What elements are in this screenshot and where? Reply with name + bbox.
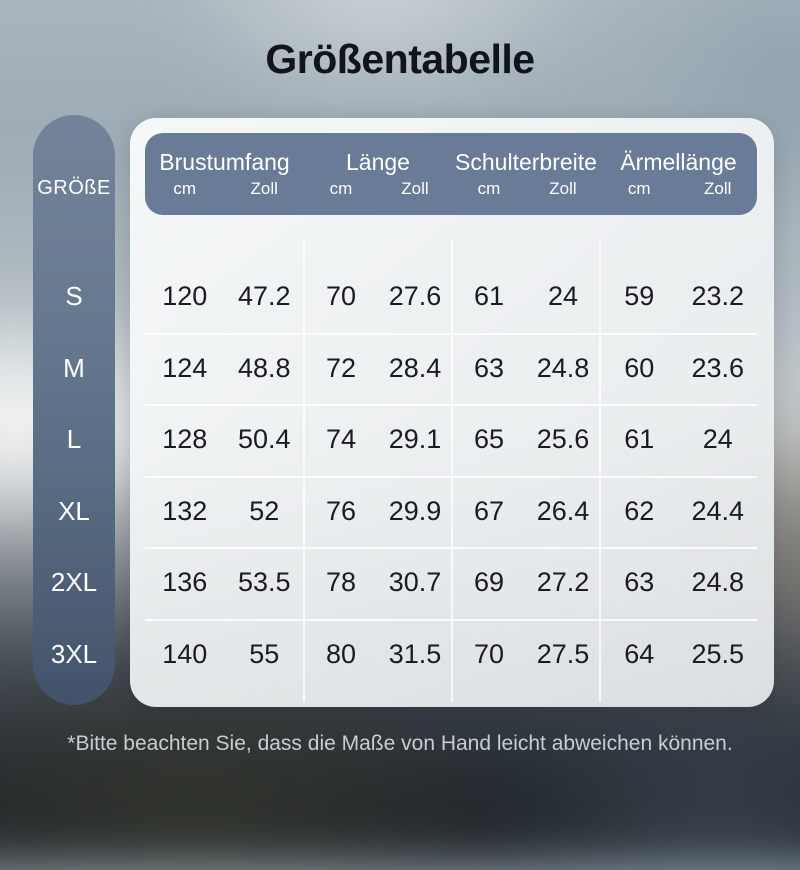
table-row-m: 124 48.8 72 28.4 63 24.8 60 23.6 [145,333,757,405]
unit-label-cm: cm [329,179,353,198]
column-group-schulterbreite: Schulterbreite cm Zoll [452,149,600,199]
unit-label-cm: cm [627,179,651,198]
size-label-l: L [66,424,82,455]
unit-row: cm Zoll [145,179,304,199]
cell-brustumfang-zoll: 55 [249,638,280,669]
cell-laenge-zoll: 29.9 [388,495,442,526]
cell-laenge-cm: 74 [325,424,357,455]
cell-aermellaenge-cm: 62 [624,495,655,526]
cell-aermellaenge-cm: 63 [624,567,655,598]
cell-brustumfang-zoll: 48.8 [237,352,291,383]
table-header: Brustumfang cm Zoll Länge cm Zoll Schult… [145,133,757,215]
column-group-aermellaenge: Ärmellänge cm Zoll [600,149,757,199]
cell-schulterbreite-zoll: 27.5 [536,638,590,669]
cell-laenge-cm: 76 [325,495,357,526]
row-divider [145,619,757,621]
size-label-s: S [65,281,83,312]
cell-brustumfang-zoll: 52 [249,495,280,526]
size-label-m: M [63,352,85,383]
cell-aermellaenge-zoll: 24 [702,424,733,455]
unit-row: cm Zoll [452,179,600,199]
unit-row: cm Zoll [304,179,452,199]
cell-aermellaenge-zoll: 23.6 [691,352,745,383]
cell-laenge-zoll: 30.7 [388,567,442,598]
table-body: 120 47.2 70 27.6 61 24 59 23.2 124 48.8 … [145,261,757,690]
cell-aermellaenge-cm: 60 [624,352,655,383]
cell-laenge-cm: 80 [325,638,357,669]
cell-brustumfang-cm: 136 [162,567,208,598]
cell-schulterbreite-cm: 65 [473,424,505,455]
column-group-label: Länge [346,149,410,175]
cell-laenge-zoll: 27.6 [388,281,442,312]
size-table-card: Brustumfang cm Zoll Länge cm Zoll Schult… [130,118,774,707]
column-group-laenge: Länge cm Zoll [304,149,452,199]
size-label-list: S M L XL 2XL 3XL [33,261,115,690]
cell-schulterbreite-zoll: 24 [547,281,579,312]
cell-aermellaenge-zoll: 24.8 [691,567,745,598]
row-divider [145,333,757,335]
cell-schulterbreite-cm: 63 [473,352,505,383]
cell-brustumfang-cm: 140 [162,638,208,669]
table-row-3xl: 140 55 80 31.5 70 27.5 64 25.5 [145,619,757,691]
cell-laenge-zoll: 31.5 [388,638,442,669]
size-column-header: GRÖßE [37,176,111,199]
column-group-label: Ärmellänge [620,149,737,175]
unit-label-zoll: Zoll [250,179,278,198]
cell-brustumfang-cm: 132 [162,495,208,526]
cell-schulterbreite-zoll: 26.4 [536,495,590,526]
cell-aermellaenge-cm: 61 [624,424,655,455]
cell-laenge-cm: 70 [325,281,357,312]
cell-aermellaenge-zoll: 23.2 [691,281,745,312]
unit-label-cm: cm [173,179,197,198]
size-label-3xl: 3XL [50,638,98,669]
column-divider [451,240,453,702]
cell-schulterbreite-cm: 61 [473,281,505,312]
cell-aermellaenge-zoll: 24.4 [691,495,745,526]
unit-label-cm: cm [477,179,501,198]
size-label-2xl: 2XL [50,567,98,598]
column-divider [303,240,305,702]
unit-label-zoll: Zoll [401,179,429,198]
cell-laenge-zoll: 28.4 [388,352,442,383]
unit-row: cm Zoll [600,179,757,199]
cell-schulterbreite-cm: 70 [473,638,505,669]
footnote: *Bitte beachten Sie, dass die Maße von H… [67,732,733,755]
cell-laenge-cm: 78 [325,567,357,598]
cell-brustumfang-cm: 124 [162,352,208,383]
cell-brustumfang-cm: 128 [162,424,208,455]
size-label-xl: XL [58,495,90,526]
cell-schulterbreite-cm: 67 [473,495,505,526]
row-divider [145,404,757,406]
table-row-l: 128 50.4 74 29.1 65 25.6 61 24 [145,404,757,476]
unit-label-zoll: Zoll [549,179,577,198]
cell-laenge-cm: 72 [325,352,357,383]
cell-brustumfang-zoll: 50.4 [237,424,291,455]
column-group-brustumfang: Brustumfang cm Zoll [145,149,304,199]
column-group-label: Schulterbreite [455,149,597,175]
table-row-2xl: 136 53.5 78 30.7 69 27.2 63 24.8 [145,547,757,619]
row-divider [145,547,757,549]
cell-aermellaenge-cm: 59 [624,281,655,312]
table-row-s: 120 47.2 70 27.6 61 24 59 23.2 [145,261,757,333]
cell-brustumfang-zoll: 53.5 [237,567,291,598]
cell-laenge-zoll: 29.1 [388,424,442,455]
cell-schulterbreite-zoll: 27.2 [536,567,590,598]
cell-aermellaenge-cm: 64 [624,638,655,669]
column-divider [599,240,601,702]
table-row-xl: 132 52 76 29.9 67 26.4 62 24.4 [145,476,757,548]
cell-schulterbreite-cm: 69 [473,567,505,598]
cell-brustumfang-cm: 120 [162,281,208,312]
size-column: GRÖßE S M L XL 2XL 3XL [33,115,115,705]
column-group-label: Brustumfang [159,149,290,175]
unit-label-zoll: Zoll [704,179,732,198]
cell-aermellaenge-zoll: 25.5 [691,638,745,669]
cell-schulterbreite-zoll: 24.8 [536,352,590,383]
cell-schulterbreite-zoll: 25.6 [536,424,590,455]
cell-brustumfang-zoll: 47.2 [237,281,291,312]
page-title: Größentabelle [265,36,535,82]
row-divider [145,476,757,478]
